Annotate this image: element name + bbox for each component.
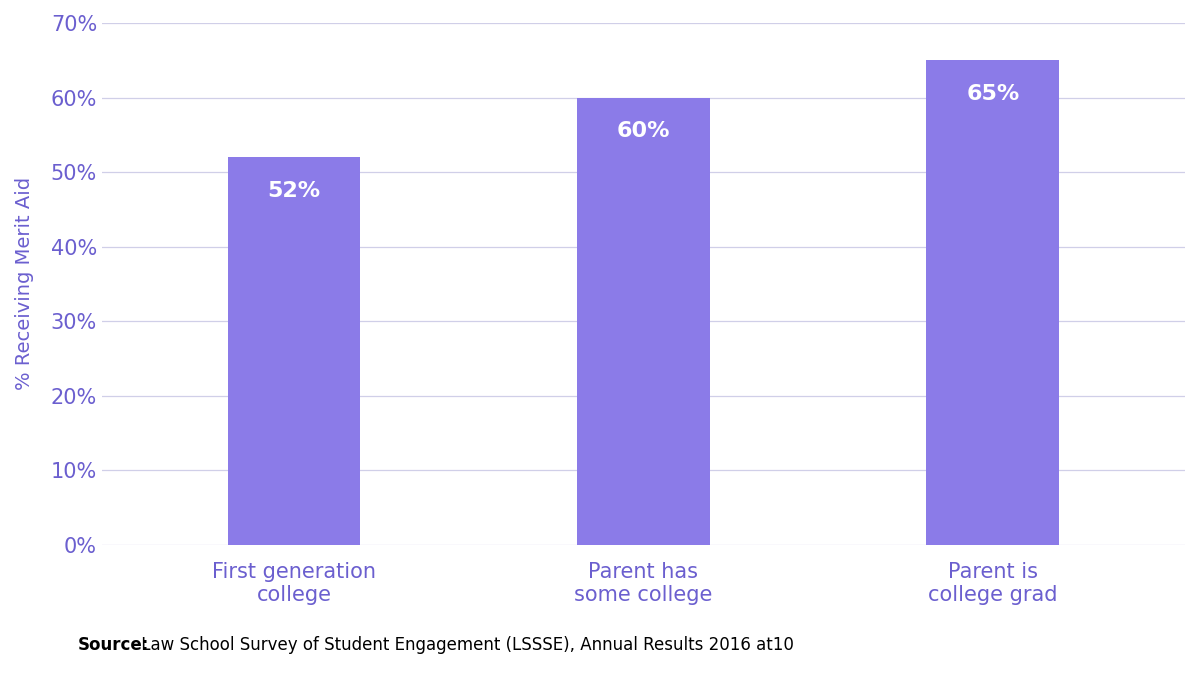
Text: 52%: 52% xyxy=(268,180,320,201)
Text: Source:: Source: xyxy=(78,636,149,654)
Bar xyxy=(228,157,360,545)
Bar xyxy=(577,97,710,545)
Text: Law School Survey of Student Engagement (LSSSE), Annual Results 2016 at10: Law School Survey of Student Engagement … xyxy=(136,636,793,654)
Text: 60%: 60% xyxy=(617,121,671,141)
Y-axis label: % Receiving Merit Aid: % Receiving Merit Aid xyxy=(14,177,34,390)
Bar xyxy=(926,61,1060,545)
Text: 65%: 65% xyxy=(966,84,1020,104)
